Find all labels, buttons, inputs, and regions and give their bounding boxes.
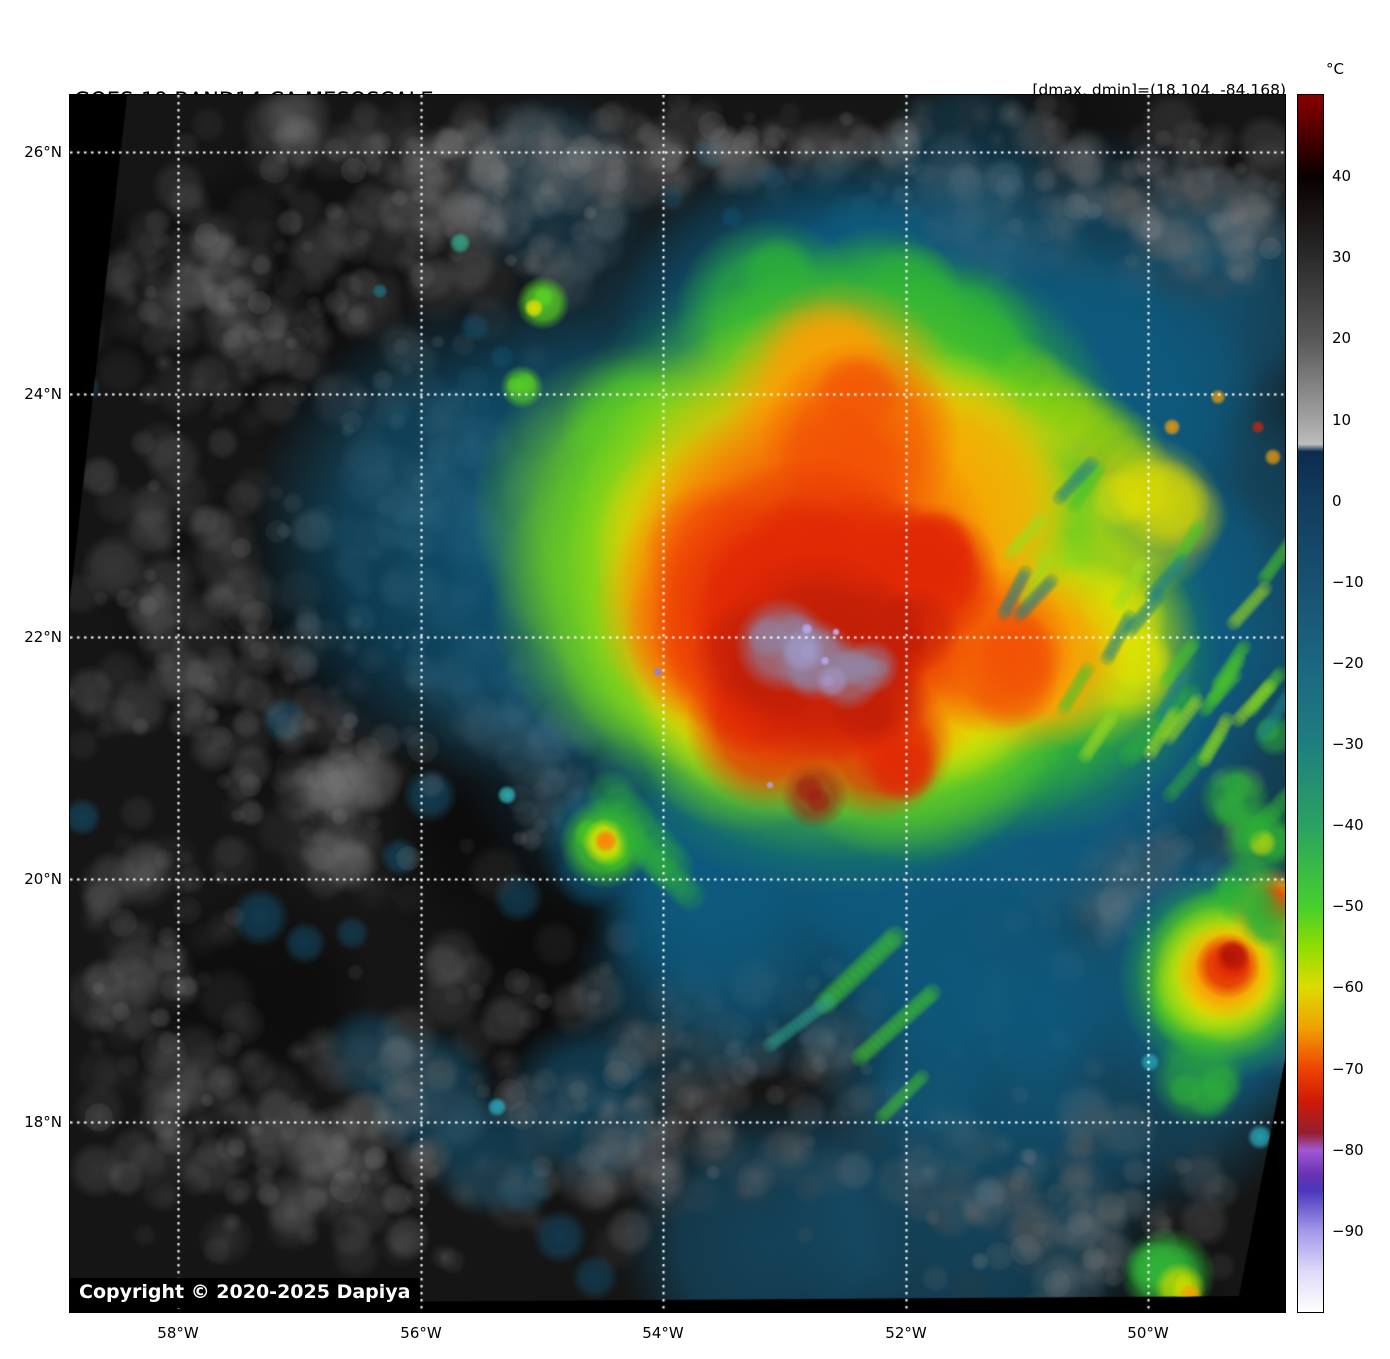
lon-tick-label: 56°W — [400, 1324, 442, 1342]
lon-tick-label: 52°W — [885, 1324, 927, 1342]
colorbar-tick-label: −90 — [1332, 1221, 1364, 1240]
colorbar-tick-label: 20 — [1332, 329, 1352, 348]
lat-tick-label: 24°N — [24, 385, 62, 403]
colorbar-tick-label: −30 — [1332, 735, 1364, 754]
colorbar-tick-label: −20 — [1332, 653, 1364, 672]
lat-tick-label: 18°N — [24, 1113, 62, 1131]
colorbar-tick-label: −40 — [1332, 816, 1364, 835]
colorbar-tick-label: −70 — [1332, 1059, 1364, 1078]
lon-tick-label: 54°W — [642, 1324, 684, 1342]
colorbar-tick-label: −80 — [1332, 1140, 1364, 1159]
lat-tick-label: 20°N — [24, 870, 62, 888]
colorbar-tick-label: 40 — [1332, 167, 1352, 186]
colorbar-tick-label: 30 — [1332, 248, 1352, 267]
satellite-image-canvas — [70, 95, 1285, 1312]
colorbar-tick-label: 10 — [1332, 410, 1352, 429]
lon-tick-label: 58°W — [157, 1324, 199, 1342]
colorbar-tick-label: 0 — [1332, 491, 1342, 510]
colorbar — [1297, 94, 1324, 1313]
lon-tick-label: 50°W — [1127, 1324, 1169, 1342]
colorbar-tick-label: −60 — [1332, 978, 1364, 997]
colorbar-unit-label: °C — [1326, 60, 1344, 78]
colorbar-tick-label: −10 — [1332, 572, 1364, 591]
lat-tick-label: 26°N — [24, 143, 62, 161]
lat-tick-label: 22°N — [24, 628, 62, 646]
copyright-label: Copyright © 2020-2025 Dapiya — [70, 1278, 421, 1308]
satellite-map-frame: Copyright © 2020-2025 Dapiya — [69, 94, 1286, 1313]
colorbar-tick-label: −50 — [1332, 897, 1364, 916]
